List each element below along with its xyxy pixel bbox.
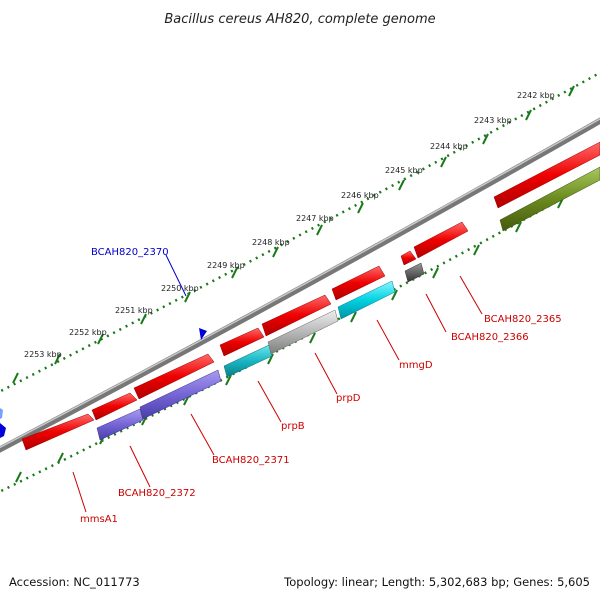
scale-tick-labels: 2242 kbp 2243 kbp 2244 kbp 2245 kbp 2246…	[24, 91, 555, 359]
accession-text: Accession: NC_011773	[9, 575, 140, 589]
tick-label-2252: 2252 kbp	[69, 328, 107, 337]
gene-BCAH820-2366-gray[interactable]	[404, 262, 425, 283]
gene-olive-right[interactable]	[499, 166, 600, 232]
gene-purple-2371[interactable]	[139, 369, 222, 420]
label-leader-2370	[165, 254, 187, 297]
tick-label-2244: 2244 kbp	[430, 142, 468, 151]
gene-mmgD-cyan[interactable]	[337, 280, 396, 320]
tick-label-2250: 2250 kbp	[161, 284, 199, 293]
gene-red-mmgD[interactable]	[331, 265, 386, 301]
scale-track-outer	[0, 71, 600, 393]
tick-label-2245: 2245 kbp	[385, 166, 423, 175]
map-title: Bacillus cereus AH820, complete genome	[164, 12, 435, 27]
gene-prpB-teal[interactable]	[223, 344, 273, 378]
gene-prpD-gray[interactable]	[267, 309, 339, 355]
gene-labels: mmsA1 BCAH820_2372 BCAH820_2371 prpB prp…	[80, 247, 562, 525]
gene-red-prpB[interactable]	[219, 327, 265, 357]
label-BCAH820-2372: BCAH820_2372	[118, 488, 196, 499]
tick-label-2243: 2243 kbp	[474, 116, 512, 125]
label-prpD: prpD	[336, 393, 361, 404]
label-leaders	[72, 275, 483, 513]
tick-label-2249: 2249 kbp	[207, 261, 245, 270]
gene-BCAH820-2366-red[interactable]	[400, 250, 417, 266]
label-mmgD: mmgD	[399, 360, 433, 371]
gene-BCAH820-2372[interactable]	[96, 408, 144, 441]
tick-label-2247: 2247 kbp	[296, 214, 334, 223]
gene-BCAH820-2365[interactable]	[413, 221, 469, 259]
tick-label-2246: 2246 kbp	[341, 191, 379, 200]
tick-label-2251: 2251 kbp	[115, 306, 153, 315]
gene-BCAH820-2370-marker[interactable]	[199, 328, 207, 340]
gene-blue-left-marker[interactable]	[0, 423, 6, 438]
gene-red-right[interactable]	[493, 141, 600, 209]
gene-red-prpD[interactable]	[261, 294, 332, 337]
topology-text: Topology: linear; Length: 5,302,683 bp; …	[283, 575, 590, 589]
gene-BCAH820-2371[interactable]	[133, 353, 215, 400]
label-mmsA1: mmsA1	[80, 514, 118, 525]
tick-label-2253: 2253 kbp	[24, 350, 62, 359]
label-BCAH820-2371: BCAH820_2371	[212, 455, 290, 466]
tick-label-2248: 2248 kbp	[252, 238, 290, 247]
label-BCAH820-2365: BCAH820_2365	[484, 314, 562, 325]
label-BCAH820-2370: BCAH820_2370	[91, 247, 169, 258]
gene-lightblue-left[interactable]	[0, 408, 3, 419]
gene-mmsA1[interactable]	[21, 413, 95, 451]
label-BCAH820-2366: BCAH820_2366	[451, 332, 529, 343]
gene-features	[0, 141, 600, 451]
tick-label-2242: 2242 kbp	[517, 91, 555, 100]
label-prpB: prpB	[281, 421, 305, 432]
gene-red-small-1[interactable]	[91, 392, 138, 421]
genome-backbone	[0, 117, 600, 453]
